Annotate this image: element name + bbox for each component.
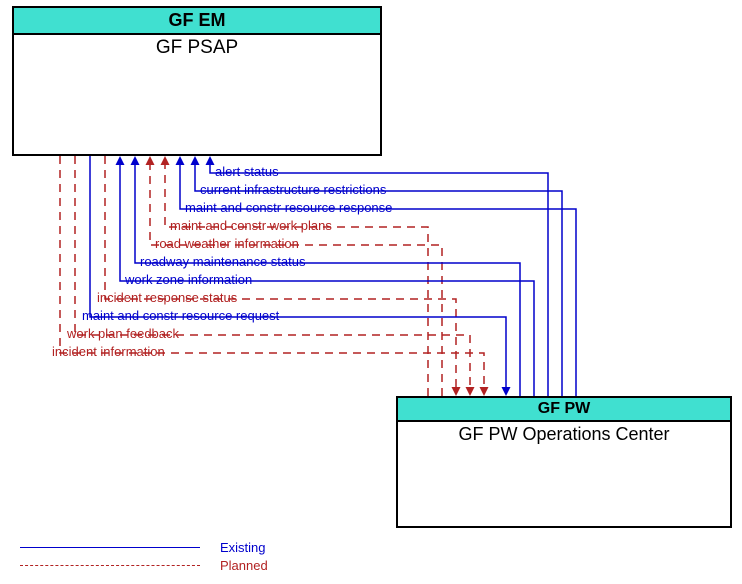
- flow-label-2: maint and constr resource response: [185, 200, 392, 215]
- legend-existing: Existing: [20, 538, 268, 556]
- flow-label-8: maint and constr resource request: [82, 308, 279, 323]
- flow-arrow-6: [116, 156, 125, 165]
- flow-arrow-5: [131, 156, 140, 165]
- flow-arrow-10: [480, 387, 489, 396]
- flow-arrow-8: [502, 387, 511, 396]
- flow-label-10: incident information: [52, 344, 165, 359]
- flow-arrow-1: [191, 156, 200, 165]
- legend-planned: Planned: [20, 556, 268, 574]
- flow-label-5: roadway maintenance status: [140, 254, 305, 269]
- flow-label-4: road weather information: [155, 236, 299, 251]
- flow-arrow-3: [161, 156, 170, 165]
- flow-arrow-0: [206, 156, 215, 165]
- flow-label-9: work plan feedback: [67, 326, 179, 341]
- flow-arrow-4: [146, 156, 155, 165]
- node-bottom-title: GF PW Operations Center: [398, 422, 730, 447]
- flow-label-3: maint and constr work plans: [170, 218, 332, 233]
- flow-arrow-7: [452, 387, 461, 396]
- flow-arrow-9: [466, 387, 475, 396]
- node-top-header: GF EM: [14, 8, 380, 35]
- legend-planned-line: [20, 565, 200, 566]
- legend: Existing Planned: [20, 538, 268, 574]
- flow-label-1: current infrastructure restrictions: [200, 182, 386, 197]
- legend-existing-label: Existing: [220, 540, 266, 555]
- node-top: GF EM GF PSAP: [12, 6, 382, 156]
- flow-label-6: work zone information: [125, 272, 252, 287]
- node-top-title: GF PSAP: [14, 35, 380, 61]
- node-bottom: GF PW GF PW Operations Center: [396, 396, 732, 528]
- legend-existing-line: [20, 547, 200, 548]
- node-bottom-header: GF PW: [398, 398, 730, 422]
- legend-planned-label: Planned: [220, 558, 268, 573]
- flow-label-0: alert status: [215, 164, 279, 179]
- flow-arrow-2: [176, 156, 185, 165]
- flow-label-7: incident response status: [97, 290, 237, 305]
